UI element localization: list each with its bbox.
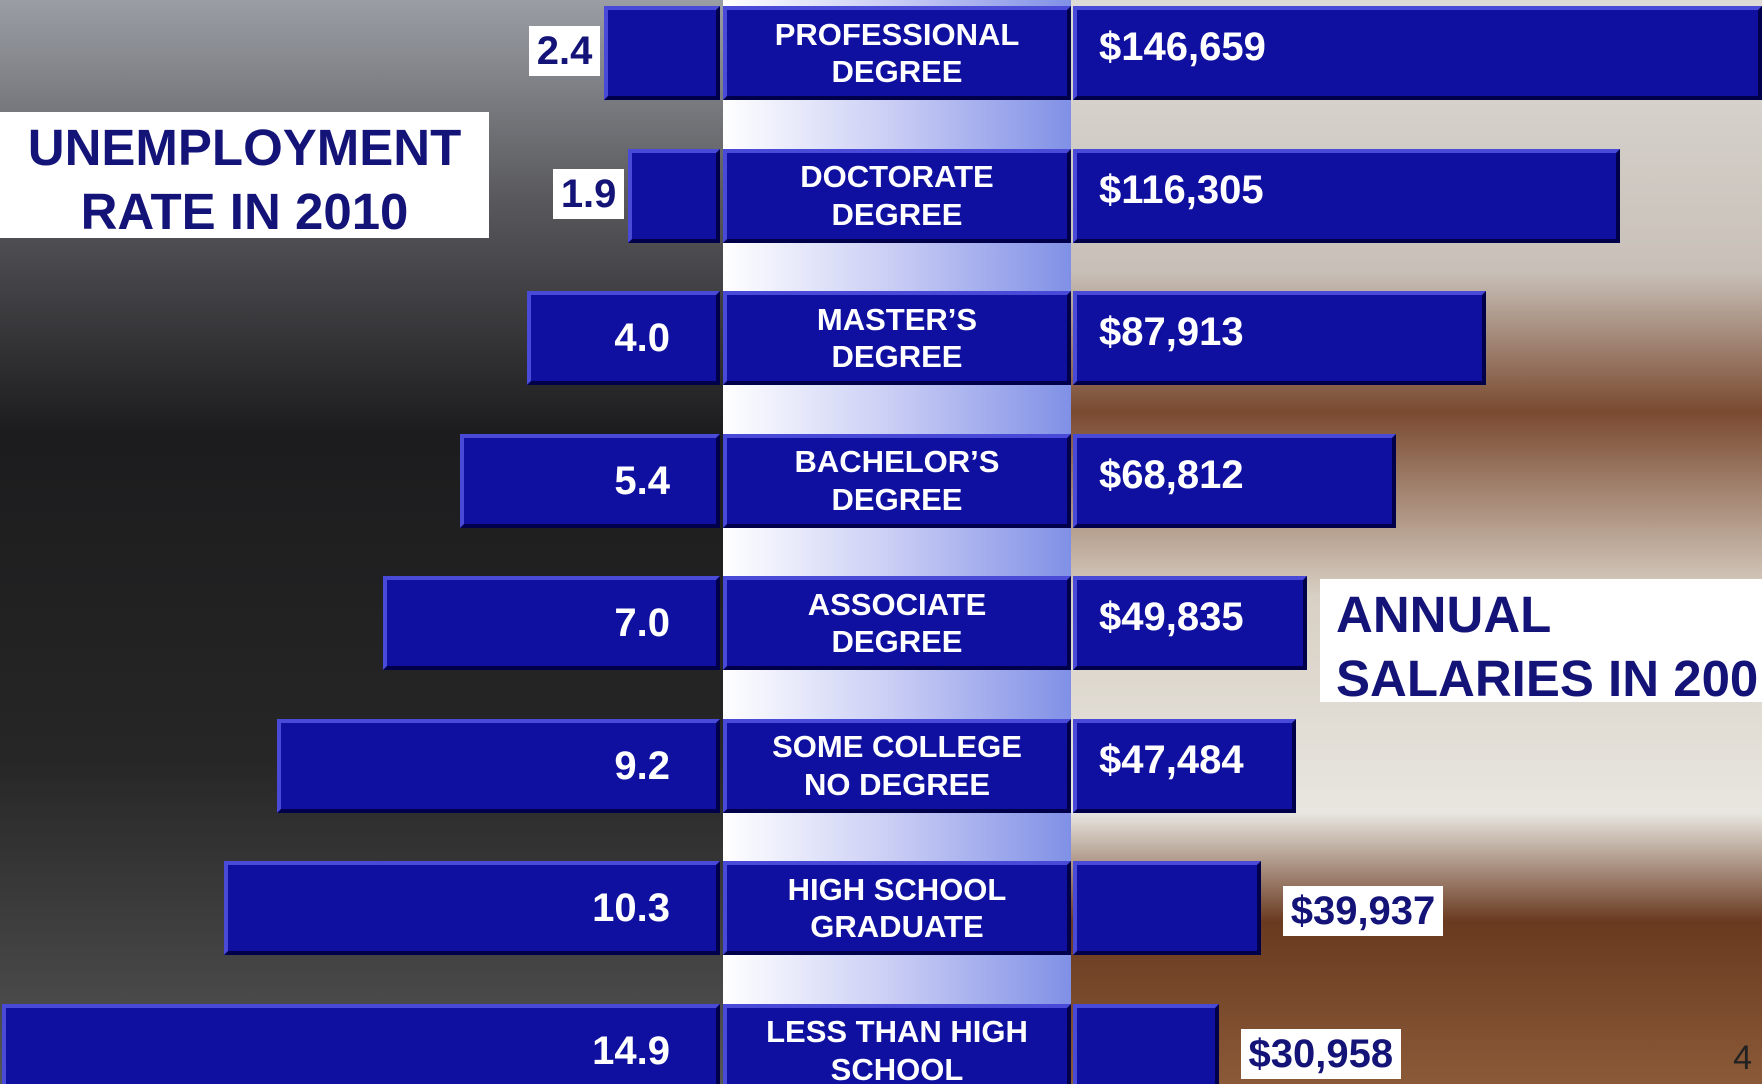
unemployment-label: 5.4 (614, 458, 670, 503)
category-label: SOME COLLEGE NO DEGREE (723, 718, 1071, 813)
unemployment-bar (628, 148, 720, 243)
category-label: BACHELOR’S DEGREE (723, 433, 1071, 528)
salary-label: $146,659 (1099, 25, 1266, 69)
salary-bar (1073, 718, 1297, 813)
salary-label: $30,958 (1240, 1028, 1402, 1079)
salary-bar (1073, 576, 1308, 670)
salary-bar (1073, 1003, 1219, 1084)
unemployment-label: 2.4 (528, 26, 601, 76)
left-title: UNEMPLOYMENT RATE IN 2010 (0, 112, 489, 240)
unemployment-label: 4.0 (614, 316, 670, 360)
unemployment-bar (1, 1003, 720, 1084)
unemployment-label: 14.9 (592, 1028, 670, 1073)
salary-label: $47,484 (1099, 737, 1244, 782)
category-label: LESS THAN HIGH SCHOOL (723, 1003, 1071, 1084)
category-label: PROFESSIONAL DEGREE (723, 6, 1071, 100)
salary-label: $49,835 (1099, 595, 1244, 639)
salary-bar (1073, 861, 1261, 955)
category-label: ASSOCIATE DEGREE (723, 576, 1071, 670)
salary-bar (1073, 148, 1620, 243)
unemployment-label: 10.3 (592, 886, 670, 930)
unemployment-bar (527, 291, 720, 385)
unemployment-bar (223, 861, 720, 955)
category-label: HIGH SCHOOL GRADUATE (723, 861, 1071, 955)
category-label: MASTER’S DEGREE (723, 291, 1071, 385)
salary-bar (1073, 291, 1487, 385)
unemployment-label: 7.0 (614, 601, 670, 645)
right-title: ANNUAL SALARIES IN 200 (1320, 579, 1762, 707)
salary-label: $87,913 (1099, 310, 1244, 354)
right-title-text: ANNUAL SALARIES IN 200 (1336, 586, 1759, 707)
unemployment-bar (276, 718, 720, 813)
unemployment-bar (604, 6, 720, 100)
salary-bar (1073, 433, 1397, 528)
salary-label: $39,937 (1282, 886, 1444, 936)
salary-bar (1073, 6, 1762, 100)
page-number: 4 (1733, 1039, 1752, 1077)
unemployment-bar (459, 433, 720, 528)
salary-label: $68,812 (1099, 452, 1244, 497)
category-label: DOCTORATE DEGREE (723, 148, 1071, 243)
unemployment-label: 1.9 (552, 168, 625, 219)
unemployment-label: 9.2 (614, 743, 670, 788)
unemployment-bar (382, 576, 720, 670)
salary-label: $116,305 (1099, 167, 1264, 212)
